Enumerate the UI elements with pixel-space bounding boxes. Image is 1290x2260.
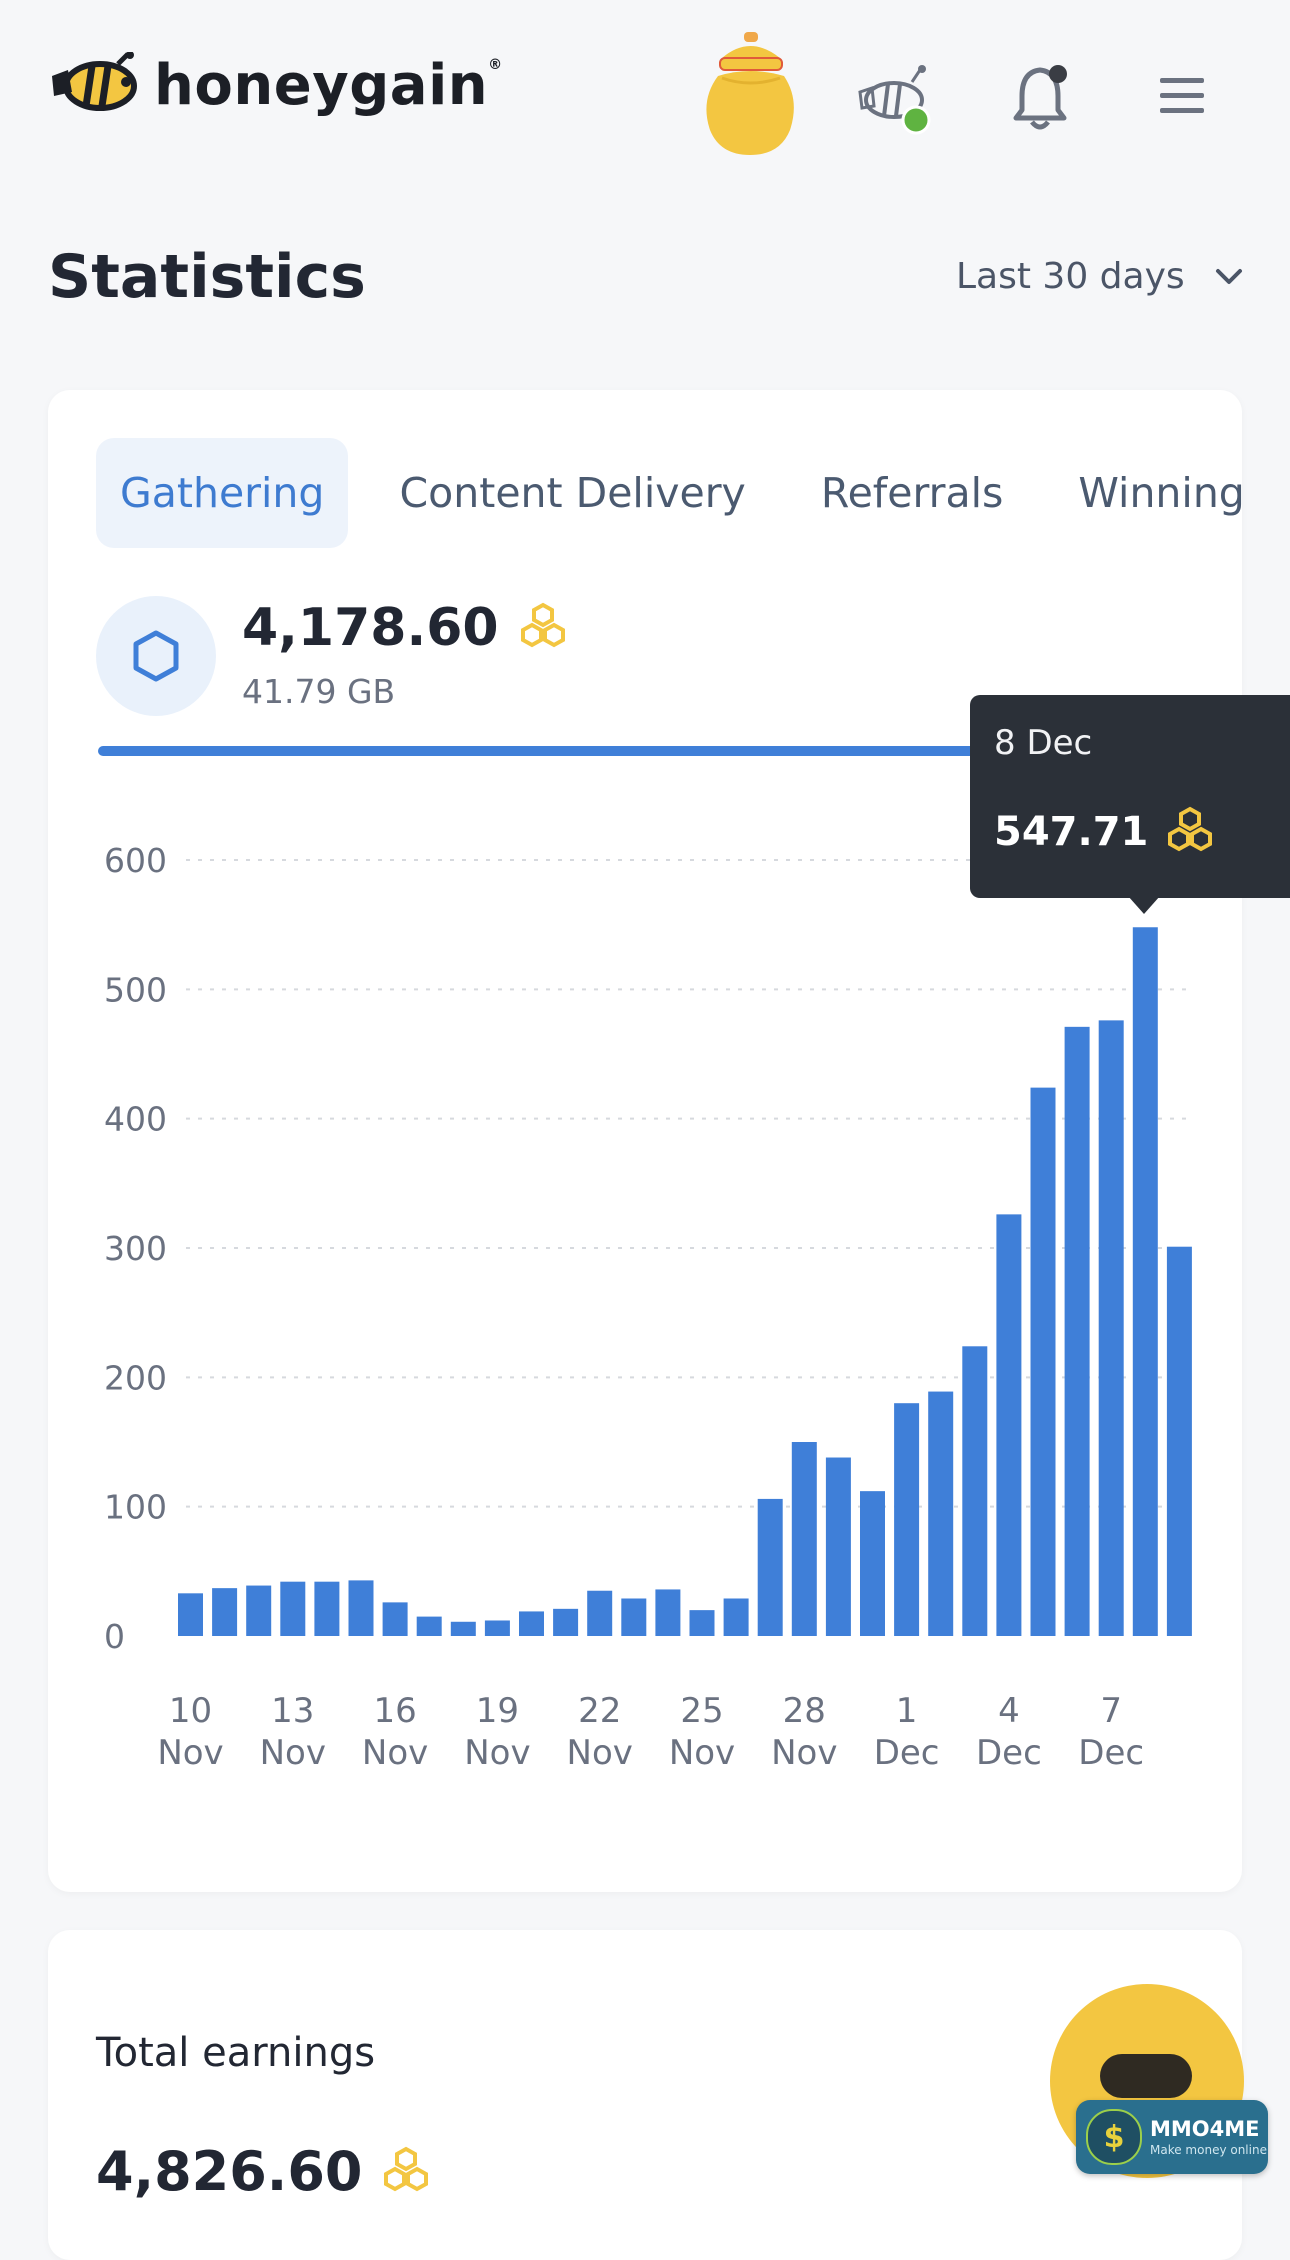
stat-value-text: 4,178.60 (242, 598, 499, 658)
x-tick-month: Dec (1078, 1733, 1144, 1773)
chart-bar (314, 1581, 340, 1636)
y-tick-label: 300 (104, 1229, 167, 1268)
chart-bar (996, 1214, 1022, 1636)
chart-bar (484, 1620, 510, 1636)
x-tick-day: 22 (578, 1691, 621, 1731)
y-tick-label: 200 (104, 1358, 167, 1397)
chart-bar (1064, 1026, 1090, 1636)
chart-bar (689, 1610, 715, 1636)
page-title: Statistics (48, 242, 366, 312)
honey-jar-icon[interactable] (700, 30, 800, 164)
earnings-label: Total earnings (96, 2030, 376, 2076)
earnings-card (48, 1930, 1242, 2260)
chart-bar (450, 1621, 476, 1636)
stat-value: 4,178.60 (242, 598, 573, 658)
tab-referrals[interactable]: Referrals (820, 469, 1004, 517)
chart-bar (621, 1598, 647, 1636)
hexagon-icon (133, 630, 179, 682)
chart-bar (825, 1457, 851, 1636)
x-tick-day: 19 (476, 1691, 519, 1731)
logo[interactable]: honeygain® (48, 51, 503, 118)
chart-bar (553, 1608, 579, 1636)
x-tick-day: 7 (1100, 1691, 1122, 1731)
bee-status-icon[interactable] (856, 64, 936, 142)
watermark-badge: $ MMO4ME Make money online (1076, 2100, 1268, 2174)
chart-bar (246, 1585, 272, 1636)
badge-title: MMO4ME (1150, 2116, 1260, 2141)
y-tick-label: 400 (104, 1100, 167, 1139)
chart-tooltip: 8 Dec 547.71 (970, 695, 1290, 898)
x-tick-day: 25 (680, 1691, 723, 1731)
chart-bar (348, 1580, 374, 1636)
logo-text: honeygain® (154, 52, 503, 118)
chart-bar (894, 1403, 920, 1636)
chart-bar (791, 1442, 817, 1636)
y-tick-label: 0 (104, 1617, 125, 1656)
y-tick-label: 600 (104, 841, 167, 880)
tooltip-date: 8 Dec (994, 723, 1093, 763)
chart-bar (928, 1391, 954, 1636)
stat-icon-circle (96, 596, 216, 716)
hamburger-menu-icon[interactable] (1160, 76, 1204, 120)
chat-icon (1100, 2054, 1192, 2098)
date-range-label: Last 30 days (956, 256, 1185, 297)
x-tick-month: Dec (976, 1733, 1042, 1773)
chart-bar (587, 1590, 613, 1636)
date-range-select[interactable]: Last 30 days (956, 256, 1243, 297)
stat-progress-bar (98, 746, 1222, 756)
dollar-coin-icon: $ (1086, 2109, 1142, 2165)
chart-bar (1166, 1246, 1192, 1636)
bar-chart: 600500400300200100010Nov13Nov16Nov19Nov2… (104, 841, 1192, 1773)
chart-bar (1030, 1087, 1056, 1636)
chart-bar (382, 1602, 408, 1636)
y-tick-label: 100 (104, 1488, 167, 1527)
tab-winnings[interactable]: Winnings (1078, 469, 1242, 517)
honeycomb-icon (520, 602, 565, 648)
x-tick-month: Nov (669, 1733, 735, 1773)
x-tick-month: Nov (771, 1733, 837, 1773)
chart-bar (860, 1491, 885, 1636)
x-tick-month: Nov (362, 1733, 428, 1773)
earnings-value-text: 4,826.60 (96, 2140, 363, 2203)
tab-content-delivery[interactable]: Content Delivery (399, 469, 746, 517)
bee-icon (48, 51, 140, 118)
x-tick-day: 13 (271, 1691, 314, 1731)
honeycomb-icon (384, 2146, 429, 2191)
x-tick-month: Nov (260, 1733, 326, 1773)
x-tick-day: 16 (373, 1691, 416, 1731)
chart-bar (212, 1588, 238, 1636)
tooltip-arrow (1128, 896, 1160, 914)
x-tick-day: 10 (169, 1691, 212, 1731)
x-tick-month: Dec (874, 1733, 940, 1773)
tooltip-value-text: 547.71 (994, 809, 1149, 855)
chart-bar (280, 1581, 306, 1636)
chart-bar (416, 1616, 442, 1636)
logo-registered-mark: ® (488, 56, 503, 73)
x-tick-day: 1 (896, 1691, 918, 1731)
chart-bar (1132, 927, 1158, 1636)
chart-bar (1098, 1020, 1124, 1636)
stats-tabs: Gathering Content Delivery Referrals Win… (96, 438, 1242, 548)
chart-bar (757, 1498, 783, 1636)
tab-gathering[interactable]: Gathering (96, 438, 349, 548)
honeycomb-icon (1168, 806, 1213, 852)
x-tick-day: 4 (998, 1691, 1020, 1731)
chart-bar (962, 1346, 988, 1636)
earnings-value: 4,826.60 (96, 2140, 436, 2203)
chart-bar (178, 1593, 203, 1636)
x-tick-month: Nov (157, 1733, 223, 1773)
x-tick-month: Nov (464, 1733, 530, 1773)
x-tick-month: Nov (567, 1733, 633, 1773)
chevron-down-icon (1215, 268, 1242, 284)
y-tick-label: 500 (104, 970, 167, 1009)
bell-icon[interactable] (1010, 62, 1074, 136)
x-tick-day: 28 (783, 1691, 826, 1731)
badge-subtitle: Make money online (1150, 2142, 1267, 2157)
stat-subvalue: 41.79 GB (242, 672, 396, 711)
chart-bar (519, 1611, 544, 1636)
tooltip-value: 547.71 (994, 805, 1220, 859)
chart-bar (655, 1589, 681, 1636)
chart-bar (723, 1598, 749, 1636)
